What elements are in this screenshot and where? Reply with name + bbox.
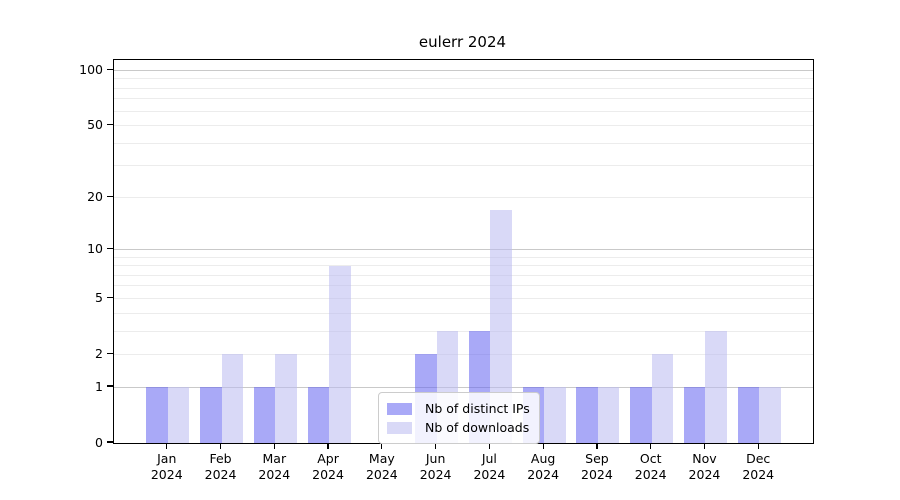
bar-distinct-ips-sep [576, 387, 598, 443]
grid-line-major [114, 386, 813, 388]
grid-line-major [114, 248, 813, 250]
x-axis-tick-label: Jul 2024 [473, 451, 506, 482]
x-axis-tick [488, 443, 490, 449]
grid-line-minor [114, 87, 813, 89]
grid-line-minor [114, 142, 813, 144]
grid-line-minor [114, 330, 813, 332]
x-axis-tick-label: Mar 2024 [258, 451, 291, 482]
x-axis-tick-label: Oct 2024 [634, 451, 667, 482]
grid-line-minor [114, 297, 813, 299]
bar-distinct-ips-jan [146, 387, 168, 443]
plot-area: Nb of distinct IPs Nb of downloads [113, 59, 814, 444]
bar-downloads-aug [544, 387, 566, 443]
legend-swatch [387, 402, 412, 415]
grid-line-minor [114, 256, 813, 258]
bar-downloads-jul [490, 209, 512, 443]
x-axis-tick-label: Jan 2024 [150, 451, 183, 482]
x-axis-tick [166, 443, 168, 449]
y-axis-tick [107, 352, 113, 354]
bar-distinct-ips-mar [253, 387, 276, 443]
bar-downloads-jan [167, 387, 190, 443]
legend-entry: Nb of downloads [387, 418, 530, 437]
y-axis-tick-label: 1 [95, 378, 103, 394]
x-axis-tick [327, 443, 329, 449]
y-axis-tick-label: 0 [95, 434, 103, 450]
bar-distinct-ips-oct [630, 387, 652, 443]
y-axis-tick-label: 100 [79, 61, 103, 77]
x-axis-tick [596, 443, 598, 449]
legend-label: Nb of downloads [425, 420, 530, 435]
grid-line-minor [114, 353, 813, 355]
legend-label: Nb of distinct IPs [425, 401, 530, 416]
x-axis-tick [435, 443, 437, 449]
x-axis-tick [381, 443, 383, 449]
bar-distinct-ips-apr [307, 387, 330, 443]
y-axis-tick-label: 5 [95, 289, 103, 305]
bar-downloads-feb [221, 354, 244, 443]
legend-entry: Nb of distinct IPs [387, 399, 530, 418]
legend: Nb of distinct IPs Nb of downloads [378, 392, 540, 444]
y-axis-tick [107, 441, 113, 443]
y-axis-tick-label: 10 [87, 240, 103, 256]
x-axis-tick-label: May 2024 [365, 451, 398, 482]
bar-distinct-ips-nov [683, 387, 706, 443]
grid-line-minor [114, 98, 813, 100]
grid-line-minor [114, 78, 813, 80]
y-axis-tick-label: 20 [87, 188, 103, 204]
x-axis-tick-label: Jun 2024 [419, 451, 452, 482]
bar-downloads-oct [651, 354, 674, 443]
x-axis-tick-label: Sep 2024 [581, 451, 613, 482]
x-axis-tick [650, 443, 652, 449]
bar-downloads-sep [597, 387, 620, 443]
grid-line-major [114, 69, 813, 71]
x-axis-tick-label: Apr 2024 [312, 451, 344, 482]
grid-line-minor [114, 110, 813, 112]
x-axis-tick-label: Aug 2024 [527, 451, 560, 482]
y-axis-tick-label: 50 [87, 117, 103, 133]
bar-downloads-apr [329, 265, 351, 443]
y-axis-tick [107, 124, 113, 126]
grid-line-minor [114, 312, 813, 314]
y-axis-tick [107, 385, 113, 387]
x-axis-tick [757, 443, 759, 449]
x-axis-tick [703, 443, 706, 449]
y-axis-tick [107, 247, 113, 250]
y-axis-tick [107, 68, 113, 71]
bar-downloads-mar [275, 354, 297, 443]
grid-line-minor [114, 125, 813, 127]
bar-downloads-dec [759, 387, 781, 443]
legend-swatch [387, 421, 412, 434]
y-axis-tick [107, 195, 113, 197]
x-axis-tick [542, 443, 544, 449]
bar-downloads-nov [705, 331, 727, 443]
x-axis-tick-label: Nov 2024 [688, 451, 721, 482]
x-axis-tick-label: Feb 2024 [204, 451, 237, 482]
bar-distinct-ips-feb [200, 387, 222, 443]
chart-title: eulerr 2024 [418, 33, 507, 51]
grid-line-minor [114, 165, 813, 167]
y-axis-tick-label: 2 [95, 345, 103, 361]
y-axis-tick [107, 296, 113, 298]
grid-line-minor [114, 196, 813, 198]
x-axis-tick [273, 443, 275, 449]
x-axis-tick [219, 443, 222, 449]
x-axis-tick-label: Dec 2024 [742, 451, 775, 482]
grid-line-minor [114, 274, 813, 276]
grid-line-minor [114, 285, 813, 287]
grid-line-minor [114, 265, 813, 267]
bar-distinct-ips-dec [737, 387, 760, 443]
